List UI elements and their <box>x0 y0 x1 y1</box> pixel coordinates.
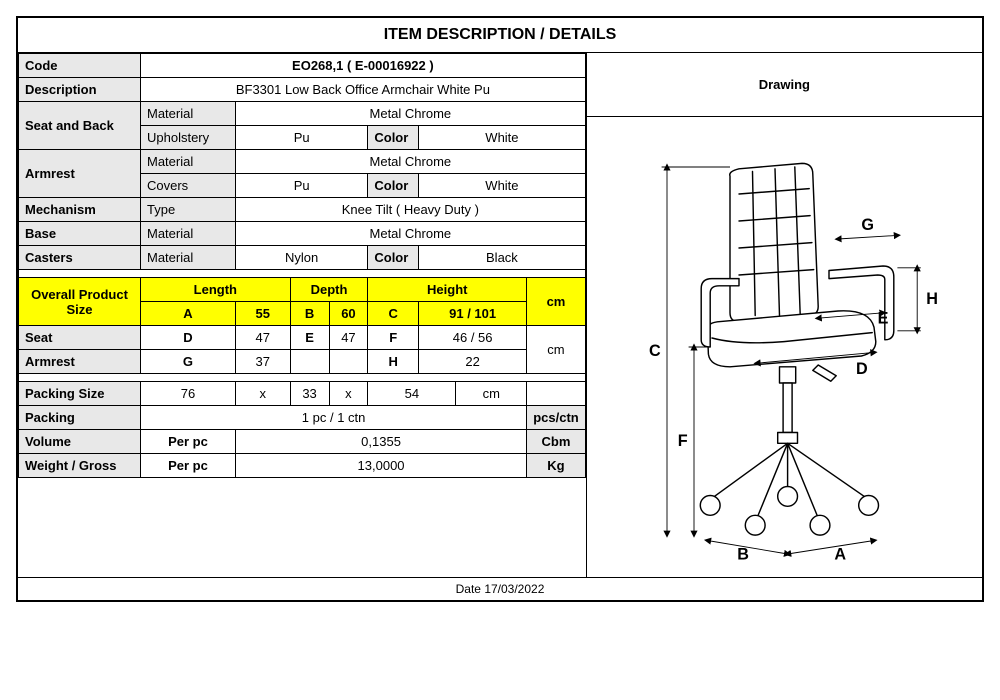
dim-H: H <box>368 350 419 374</box>
value-cast-color: Black <box>419 246 586 270</box>
value-sb-material: Metal Chrome <box>235 102 585 126</box>
diagram-label-F: F <box>678 432 688 450</box>
main-grid: Code EO268,1 ( E-00016922 ) Description … <box>18 53 982 577</box>
val-E: 47 <box>329 326 368 350</box>
footer-date-label: Date <box>456 582 481 596</box>
label-perpc-v: Per pc <box>141 430 236 454</box>
val-B: 60 <box>329 302 368 326</box>
dim-A: A <box>141 302 236 326</box>
label-depth: Depth <box>290 278 368 302</box>
label-volume: Volume <box>19 430 141 454</box>
label-length: Length <box>141 278 291 302</box>
label-pcsctn: pcs/ctn <box>527 406 586 430</box>
value-ar-covers: Pu <box>235 174 367 198</box>
label-size-seat: Seat <box>19 326 141 350</box>
label-seat-back: Seat and Back <box>19 102 141 150</box>
value-base-mat: Metal Chrome <box>235 222 585 246</box>
label-mech-type: Type <box>141 198 236 222</box>
label-casters: Casters <box>19 246 141 270</box>
pack-l: 76 <box>141 382 236 406</box>
value-ar-color: White <box>419 174 586 198</box>
val-D: 47 <box>235 326 290 350</box>
val-F: 46 / 56 <box>419 326 527 350</box>
value-description: BF3301 Low Back Office Armchair White Pu <box>141 78 586 102</box>
pack-x1: x <box>235 382 290 406</box>
spec-table: Code EO268,1 ( E-00016922 ) Description … <box>18 53 586 478</box>
dim-G: G <box>141 350 236 374</box>
chair-svg: C F G H E D B A <box>604 127 964 567</box>
dim-E: E <box>290 326 329 350</box>
val-G: 37 <box>235 350 290 374</box>
label-cast-color: Color <box>368 246 419 270</box>
label-packing: Packing <box>19 406 141 430</box>
value-ar-material: Metal Chrome <box>235 150 585 174</box>
footer: Date 17/03/2022 <box>18 577 982 600</box>
value-code: EO268,1 ( E-00016922 ) <box>141 54 586 78</box>
unit-cm-seat: cm <box>527 326 586 374</box>
diagram-label-H: H <box>927 290 939 308</box>
diagram-label-D: D <box>856 360 868 378</box>
label-cbm: Cbm <box>527 430 586 454</box>
label-perpc-w: Per pc <box>141 454 236 478</box>
diagram-label-A: A <box>835 545 847 563</box>
drawing-header: Drawing <box>587 53 982 117</box>
sheet-title: ITEM DESCRIPTION / DETAILS <box>18 18 982 53</box>
value-weight: 13,0000 <box>235 454 526 478</box>
drawing-area: Drawing <box>587 53 982 577</box>
spacer-row <box>19 270 586 278</box>
label-mechanism: Mechanism <box>19 198 141 222</box>
dim-F: F <box>368 326 419 350</box>
diagram-label-G: G <box>862 216 875 234</box>
diagram-label-B: B <box>738 545 750 563</box>
label-weight: Weight / Gross <box>19 454 141 478</box>
pack-unit: cm <box>456 382 527 406</box>
label-sb-uph: Upholstery <box>141 126 236 150</box>
spec-sheet: ITEM DESCRIPTION / DETAILS Code EO268,1 … <box>16 16 984 602</box>
label-cast-mat: Material <box>141 246 236 270</box>
label-base: Base <box>19 222 141 246</box>
value-sb-color: White <box>419 126 586 150</box>
label-sb-color: Color <box>368 126 419 150</box>
pack-w: 33 <box>290 382 329 406</box>
label-height: Height <box>368 278 527 302</box>
label-ar-material: Material <box>141 150 236 174</box>
label-ar-covers: Covers <box>141 174 236 198</box>
dim-D: D <box>141 326 236 350</box>
label-code: Code <box>19 54 141 78</box>
label-packing-size: Packing Size <box>19 382 141 406</box>
label-size-armrest: Armrest <box>19 350 141 374</box>
diagram-label-C: C <box>649 342 661 360</box>
spacer-row-2 <box>19 374 586 382</box>
spec-table-area: Code EO268,1 ( E-00016922 ) Description … <box>18 53 587 577</box>
label-base-mat: Material <box>141 222 236 246</box>
label-armrest: Armrest <box>19 150 141 198</box>
label-overall: Overall Product Size <box>19 278 141 326</box>
label-sb-material: Material <box>141 102 236 126</box>
value-volume: 0,1355 <box>235 430 526 454</box>
value-mech-type: Knee Tilt ( Heavy Duty ) <box>235 198 585 222</box>
footer-date: 17/03/2022 <box>484 582 544 596</box>
diagram-label-E: E <box>878 310 889 328</box>
unit-cm-yellow: cm <box>527 278 586 326</box>
dim-C: C <box>368 302 419 326</box>
label-kg: Kg <box>527 454 586 478</box>
label-ar-color: Color <box>368 174 419 198</box>
val-A: 55 <box>235 302 290 326</box>
val-H: 22 <box>419 350 527 374</box>
value-sb-uph: Pu <box>235 126 367 150</box>
value-cast-mat: Nylon <box>235 246 367 270</box>
chair-diagram: C F G H E D B A <box>587 117 982 577</box>
pack-x2: x <box>329 382 368 406</box>
val-C: 91 / 101 <box>419 302 527 326</box>
dim-B: B <box>290 302 329 326</box>
label-description: Description <box>19 78 141 102</box>
value-packing: 1 pc / 1 ctn <box>141 406 527 430</box>
pack-h: 54 <box>368 382 456 406</box>
